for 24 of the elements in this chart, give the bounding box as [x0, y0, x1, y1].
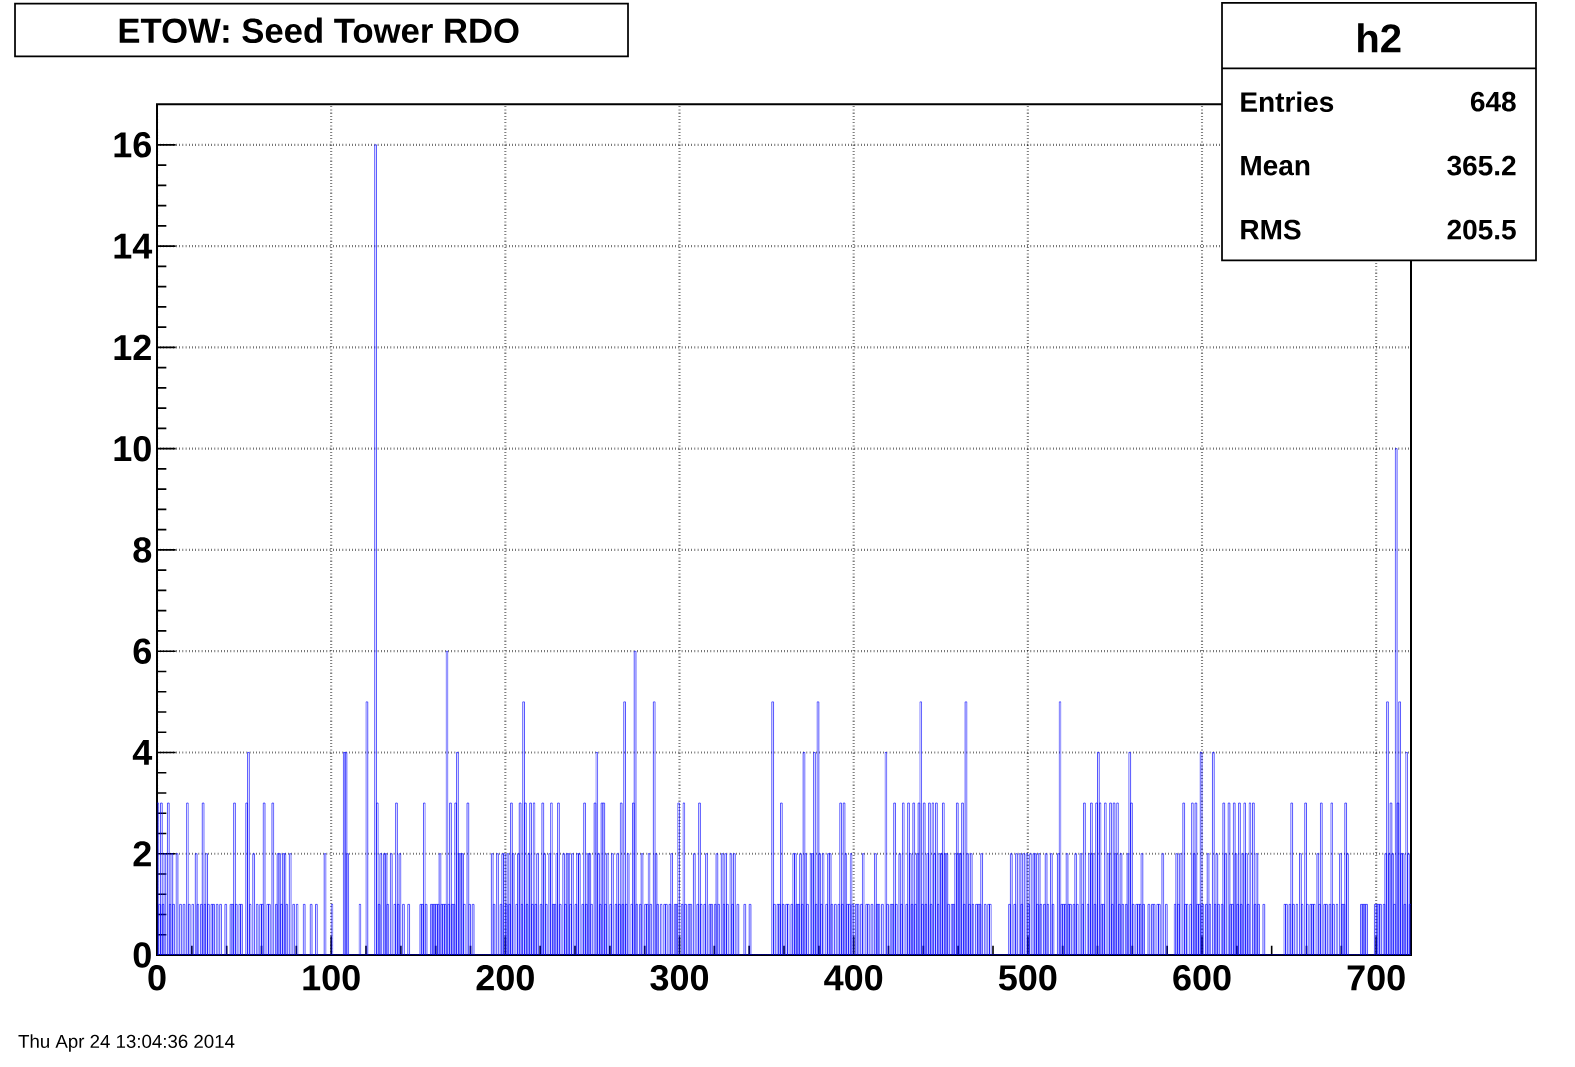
x-tick-label: 100: [303, 965, 360, 991]
text: 648: [1470, 91, 1516, 112]
y-tick-label: 4: [132, 740, 153, 765]
y-tick-label: 16: [114, 132, 151, 158]
annotation: Entries: [1241, 91, 1334, 112]
text: 365.2: [1447, 155, 1516, 176]
y-tick-label: 10: [114, 435, 151, 462]
chart-title: ETOW: Seed Tower RDO: [119, 17, 519, 44]
x-tick-label: 300: [650, 965, 709, 991]
x-tick-label: 700: [1347, 965, 1405, 991]
text: Thu Apr 24 13:04:36 2014: [18, 1034, 235, 1052]
text: h2: [1358, 23, 1401, 53]
y-tick-label: 2: [133, 841, 151, 867]
annotation: RMS: [1241, 219, 1301, 240]
y-tick-label: 8: [133, 537, 152, 563]
x-tick-label: 500: [998, 965, 1057, 991]
x-tick-label: 400: [824, 965, 883, 991]
annotation: Mean: [1241, 155, 1310, 176]
y-tick-label: 14: [114, 233, 153, 259]
text: 205.5: [1447, 219, 1516, 240]
y-tick-label: 6: [133, 638, 151, 664]
x-tick-label: 200: [476, 965, 534, 991]
y-tick-label: 12: [114, 334, 151, 360]
x-tick-label: 600: [1173, 965, 1231, 991]
